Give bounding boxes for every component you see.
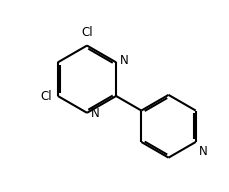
Text: N: N: [120, 54, 128, 67]
Text: Cl: Cl: [40, 89, 51, 103]
Text: N: N: [91, 108, 99, 120]
Text: N: N: [198, 145, 207, 158]
Text: Cl: Cl: [81, 26, 92, 39]
